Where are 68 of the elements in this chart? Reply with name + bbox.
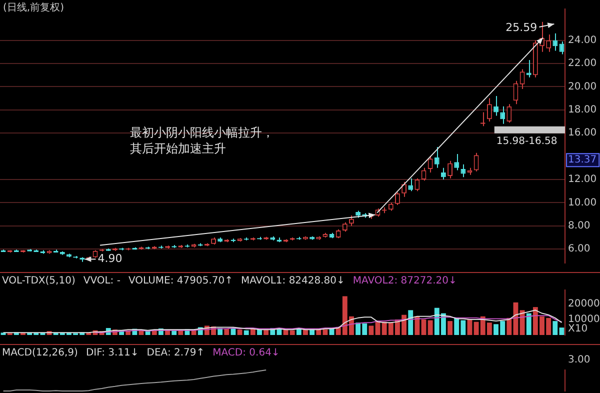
y-tick-label: 8.00 bbox=[568, 220, 590, 232]
y-axis-title: X10 bbox=[568, 324, 588, 335]
bar bbox=[191, 330, 196, 335]
bar bbox=[224, 329, 230, 335]
text: VVOL: - bbox=[83, 276, 121, 287]
band-label: 15.98-16.58 bbox=[496, 136, 558, 147]
bar bbox=[250, 328, 256, 335]
y-tick-label: 10000 bbox=[568, 314, 600, 326]
y-axis-title: 3.00 bbox=[568, 354, 590, 366]
candlestick bbox=[454, 153, 460, 171]
candlestick bbox=[414, 178, 420, 192]
candlestick bbox=[408, 178, 414, 192]
bar bbox=[506, 318, 512, 335]
candlestick bbox=[506, 104, 512, 124]
bar bbox=[257, 329, 262, 335]
candlestick bbox=[494, 95, 498, 116]
bar bbox=[303, 330, 308, 335]
bar bbox=[237, 330, 242, 335]
text: MACD(12,26,9) bbox=[2, 348, 78, 359]
text: 13.37 bbox=[568, 154, 597, 166]
candlestick bbox=[448, 160, 452, 179]
candlestick bbox=[460, 164, 466, 178]
chart-title: (日线,前复权) bbox=[3, 2, 64, 14]
y-tick-label: 20.00 bbox=[568, 81, 597, 92]
text: DIF: 3.11↓ bbox=[86, 348, 139, 359]
bar bbox=[552, 321, 558, 335]
y-tick-label: 24.00 bbox=[568, 34, 597, 46]
bar bbox=[408, 310, 414, 335]
y-tick-label: 16.00 bbox=[568, 128, 597, 139]
bar bbox=[448, 321, 452, 335]
bar bbox=[421, 319, 426, 335]
annotation: 4.90 bbox=[98, 252, 122, 266]
y-tick-label: 22.00 bbox=[568, 58, 597, 70]
text: MACD: 0.64↓ bbox=[212, 348, 280, 359]
y-tick-label: 10.00 bbox=[568, 197, 597, 208]
candlestick bbox=[520, 68, 525, 90]
candlestick bbox=[440, 167, 446, 180]
candlestick bbox=[395, 192, 400, 206]
bar bbox=[264, 330, 269, 335]
candlestick bbox=[434, 146, 440, 168]
bar bbox=[520, 310, 525, 335]
y-tick-label: 18.00 bbox=[568, 104, 597, 116]
bar bbox=[414, 316, 420, 335]
bar bbox=[290, 330, 295, 335]
candlestick bbox=[474, 152, 479, 172]
text: MAVOL2: 87272.20↓ bbox=[352, 276, 457, 287]
y-tick-label: 6.00 bbox=[568, 244, 590, 255]
text: MAVOL1: 82428.80↓ bbox=[240, 276, 345, 287]
bar bbox=[428, 320, 433, 335]
bar bbox=[244, 330, 249, 335]
candlestick bbox=[500, 106, 506, 124]
annotation: 25.59 bbox=[506, 20, 538, 34]
y-tick-label: 20000 bbox=[568, 298, 600, 310]
bar bbox=[526, 313, 532, 335]
candlestick bbox=[546, 34, 552, 52]
text: VOL-TDX(5,10) bbox=[2, 276, 76, 287]
y-tick-label: 12.00 bbox=[568, 174, 597, 186]
candlestick bbox=[349, 214, 354, 226]
candlestick bbox=[402, 181, 407, 198]
bar bbox=[230, 328, 236, 335]
annotation: 最初小阴小阳线小幅拉升，其后开始加速主升 bbox=[130, 126, 274, 156]
bar bbox=[368, 326, 374, 335]
bar bbox=[559, 328, 564, 335]
text: VOLUME: 47905.70↑ bbox=[128, 276, 233, 287]
text: DEA: 2.79↑ bbox=[146, 348, 205, 359]
candlestick bbox=[552, 32, 558, 52]
candlestick bbox=[486, 98, 492, 122]
candlestick bbox=[428, 156, 433, 174]
